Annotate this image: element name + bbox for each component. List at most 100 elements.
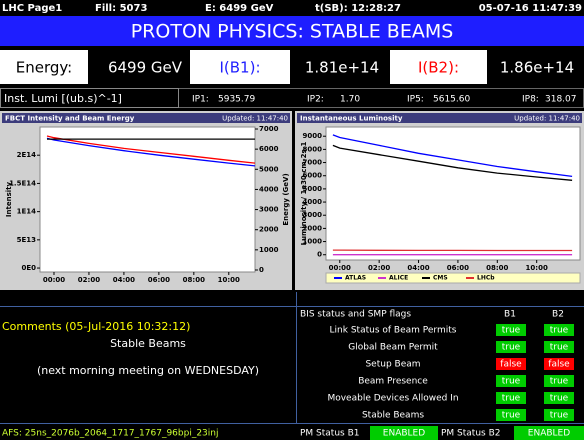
flag-box — [544, 324, 574, 336]
page-name: LHC Page1 — [2, 3, 62, 14]
y-tick-label: 9000 — [303, 132, 323, 140]
pm-b2-label: PM Status B2 — [441, 429, 501, 439]
y-tick-label: 2000 — [303, 224, 323, 232]
y-tick-label: 5000 — [303, 185, 323, 193]
y2-axis-label: Energy (GeV) — [282, 173, 290, 225]
x-tick-label: 02:00 — [78, 276, 100, 284]
flag-value: true — [550, 411, 569, 421]
ip-label: IP5: — [407, 95, 424, 105]
pm-b2-box — [514, 426, 584, 440]
flag-label: Global Beam Permit — [348, 343, 438, 353]
beam-label-box — [0, 50, 88, 84]
y2-tick-label: 3000 — [259, 206, 279, 214]
flag-box — [544, 392, 574, 404]
pm-b1-value: ENABLED — [383, 429, 425, 439]
x-tick-label: 08:00 — [183, 276, 205, 284]
x-tick-label: 10:00 — [526, 264, 548, 272]
flag-value: true — [502, 411, 521, 421]
y-tick-label: 1E14 — [17, 208, 37, 216]
comment-line: (next morning meeting on WEDNESDAY) — [37, 364, 259, 377]
ip-label: IP2: — [307, 95, 324, 105]
y-tick-label: 8000 — [303, 145, 323, 153]
y-tick-label: 3000 — [303, 211, 323, 219]
chart-title: Instantaneous Luminosity — [300, 115, 403, 123]
y2-tick-label: 4000 — [259, 185, 279, 193]
y-tick-label: 1000 — [303, 238, 323, 246]
y-tick-label: 2E14 — [17, 151, 37, 159]
ip-value: 318.07 — [545, 95, 577, 105]
flag-value: true — [502, 394, 521, 404]
x-tick-label: 10:00 — [218, 276, 240, 284]
flag-label: Stable Beams — [362, 411, 424, 421]
flag-box — [544, 375, 574, 387]
y-tick-label: 5E13 — [17, 236, 37, 244]
mode-banner-text: PROTON PHYSICS: STABLE BEAMS — [131, 21, 454, 43]
comments-title: Comments (05-Jul-2016 10:32:12) — [2, 320, 190, 333]
lumi-label-box — [0, 88, 179, 108]
x-tick-label: 04:00 — [407, 264, 429, 272]
header-bar — [0, 0, 584, 15]
chart-updated: Updated: 11:47:40 — [222, 115, 288, 123]
pm-b1-label: PM Status B1 — [300, 429, 360, 439]
series-line — [332, 134, 573, 178]
x-tick-label: 04:00 — [113, 276, 135, 284]
y-axis-label: Luminosity / 1e30 cm-2s-1 — [300, 141, 308, 245]
flag-column: B2 — [552, 310, 564, 320]
flag-box — [544, 358, 574, 370]
pm-b2-value: ENABLED — [528, 429, 570, 439]
chart-updated: Updated: 11:47:40 — [514, 115, 580, 123]
x-tick-label: 06:00 — [447, 264, 469, 272]
energy-value: 6499 GeV — [108, 59, 183, 77]
pm-b1-box — [370, 426, 438, 440]
ip-label: IP1: — [192, 95, 209, 105]
mode-banner — [0, 16, 584, 46]
plot-area — [39, 126, 256, 273]
chart-title: FBCT Intensity and Beam Energy — [5, 115, 135, 123]
comment-line: Stable Beams — [110, 337, 186, 350]
y2-tick-label: 1000 — [259, 246, 279, 254]
afs-config: AFS: 25ns_2076b_2064_1717_1767_96bpi_23i… — [2, 429, 219, 439]
flag-value: false — [500, 360, 522, 370]
beam-label: Energy: — [16, 59, 72, 77]
y-tick-label: 0E0 — [21, 264, 36, 272]
flag-value: false — [548, 360, 570, 370]
y2-tick-label: 2000 — [259, 226, 279, 234]
chart-title-bar — [2, 113, 290, 123]
x-tick-label: 06:00 — [148, 276, 170, 284]
flag-box — [496, 392, 526, 404]
flag-box — [544, 341, 574, 353]
flag-value: true — [502, 377, 521, 387]
flag-value: true — [550, 377, 569, 387]
y2-tick-label: 7000 — [259, 125, 279, 133]
x-tick-label: 00:00 — [43, 276, 65, 284]
x-tick-label: 02:00 — [368, 264, 390, 272]
flag-value: true — [502, 326, 521, 336]
beam-label-box — [390, 50, 487, 84]
chart-title-bar — [297, 113, 582, 123]
y2-tick-label: 6000 — [259, 145, 279, 153]
y2-tick-label: 0 — [259, 266, 264, 274]
flag-box — [496, 375, 526, 387]
flag-column: B1 — [504, 310, 516, 320]
legend-label: ALICE — [389, 275, 408, 282]
i-b2-value: 1.86e+14 — [500, 59, 574, 77]
flag-label: Link Status of Beam Permits — [330, 326, 457, 336]
plot-area — [325, 126, 581, 261]
ip-value: 5935.79 — [218, 95, 255, 105]
legend-label: ATLAS — [345, 275, 366, 282]
flag-value: true — [550, 394, 569, 404]
flags-title: BIS status and SMP flags — [300, 310, 411, 320]
y-tick-label: 1.5E14 — [9, 179, 36, 187]
y2-tick-label: 5000 — [259, 165, 279, 173]
y-axis-label: Intensity — [5, 181, 13, 217]
time-stable-beams: t(SB): 12:28:27 — [315, 3, 401, 14]
header-energy: E: 6499 GeV — [205, 3, 274, 14]
x-tick-label: 08:00 — [486, 264, 508, 272]
header-datetime: 05-07-16 11:47:39 — [479, 3, 582, 14]
flag-value: true — [550, 343, 569, 353]
flag-label: Setup Beam — [365, 360, 420, 370]
series-line — [332, 144, 573, 181]
flag-box — [496, 409, 526, 421]
flag-value: true — [502, 343, 521, 353]
